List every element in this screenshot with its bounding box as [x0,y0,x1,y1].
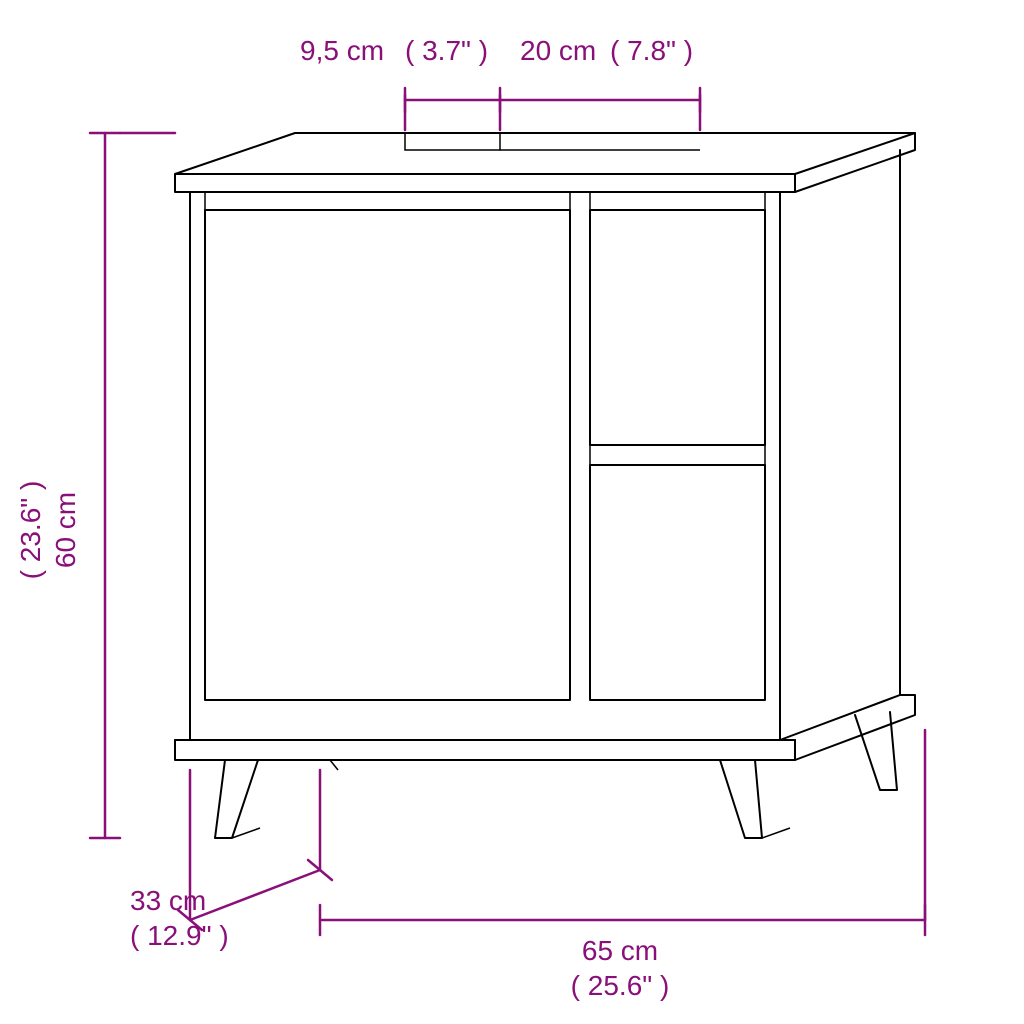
dim-height-cm: 60 cm [50,492,81,568]
dim-notch-a-in: ( 3.7" ) [405,35,488,66]
dim-notch-b-in: ( 7.8" ) [610,35,693,66]
dim-depth-cm: 33 cm [130,885,206,916]
dim-notch-a-cm: 9,5 cm [300,35,384,66]
dim-width-cm: 65 cm [582,935,658,966]
dim-notch-b-cm: 20 cm [520,35,596,66]
dim-width-in: ( 25.6" ) [571,970,670,1001]
dim-depth-in: ( 12.9" ) [130,920,229,951]
dim-height-in: ( 23.6" ) [15,481,46,580]
